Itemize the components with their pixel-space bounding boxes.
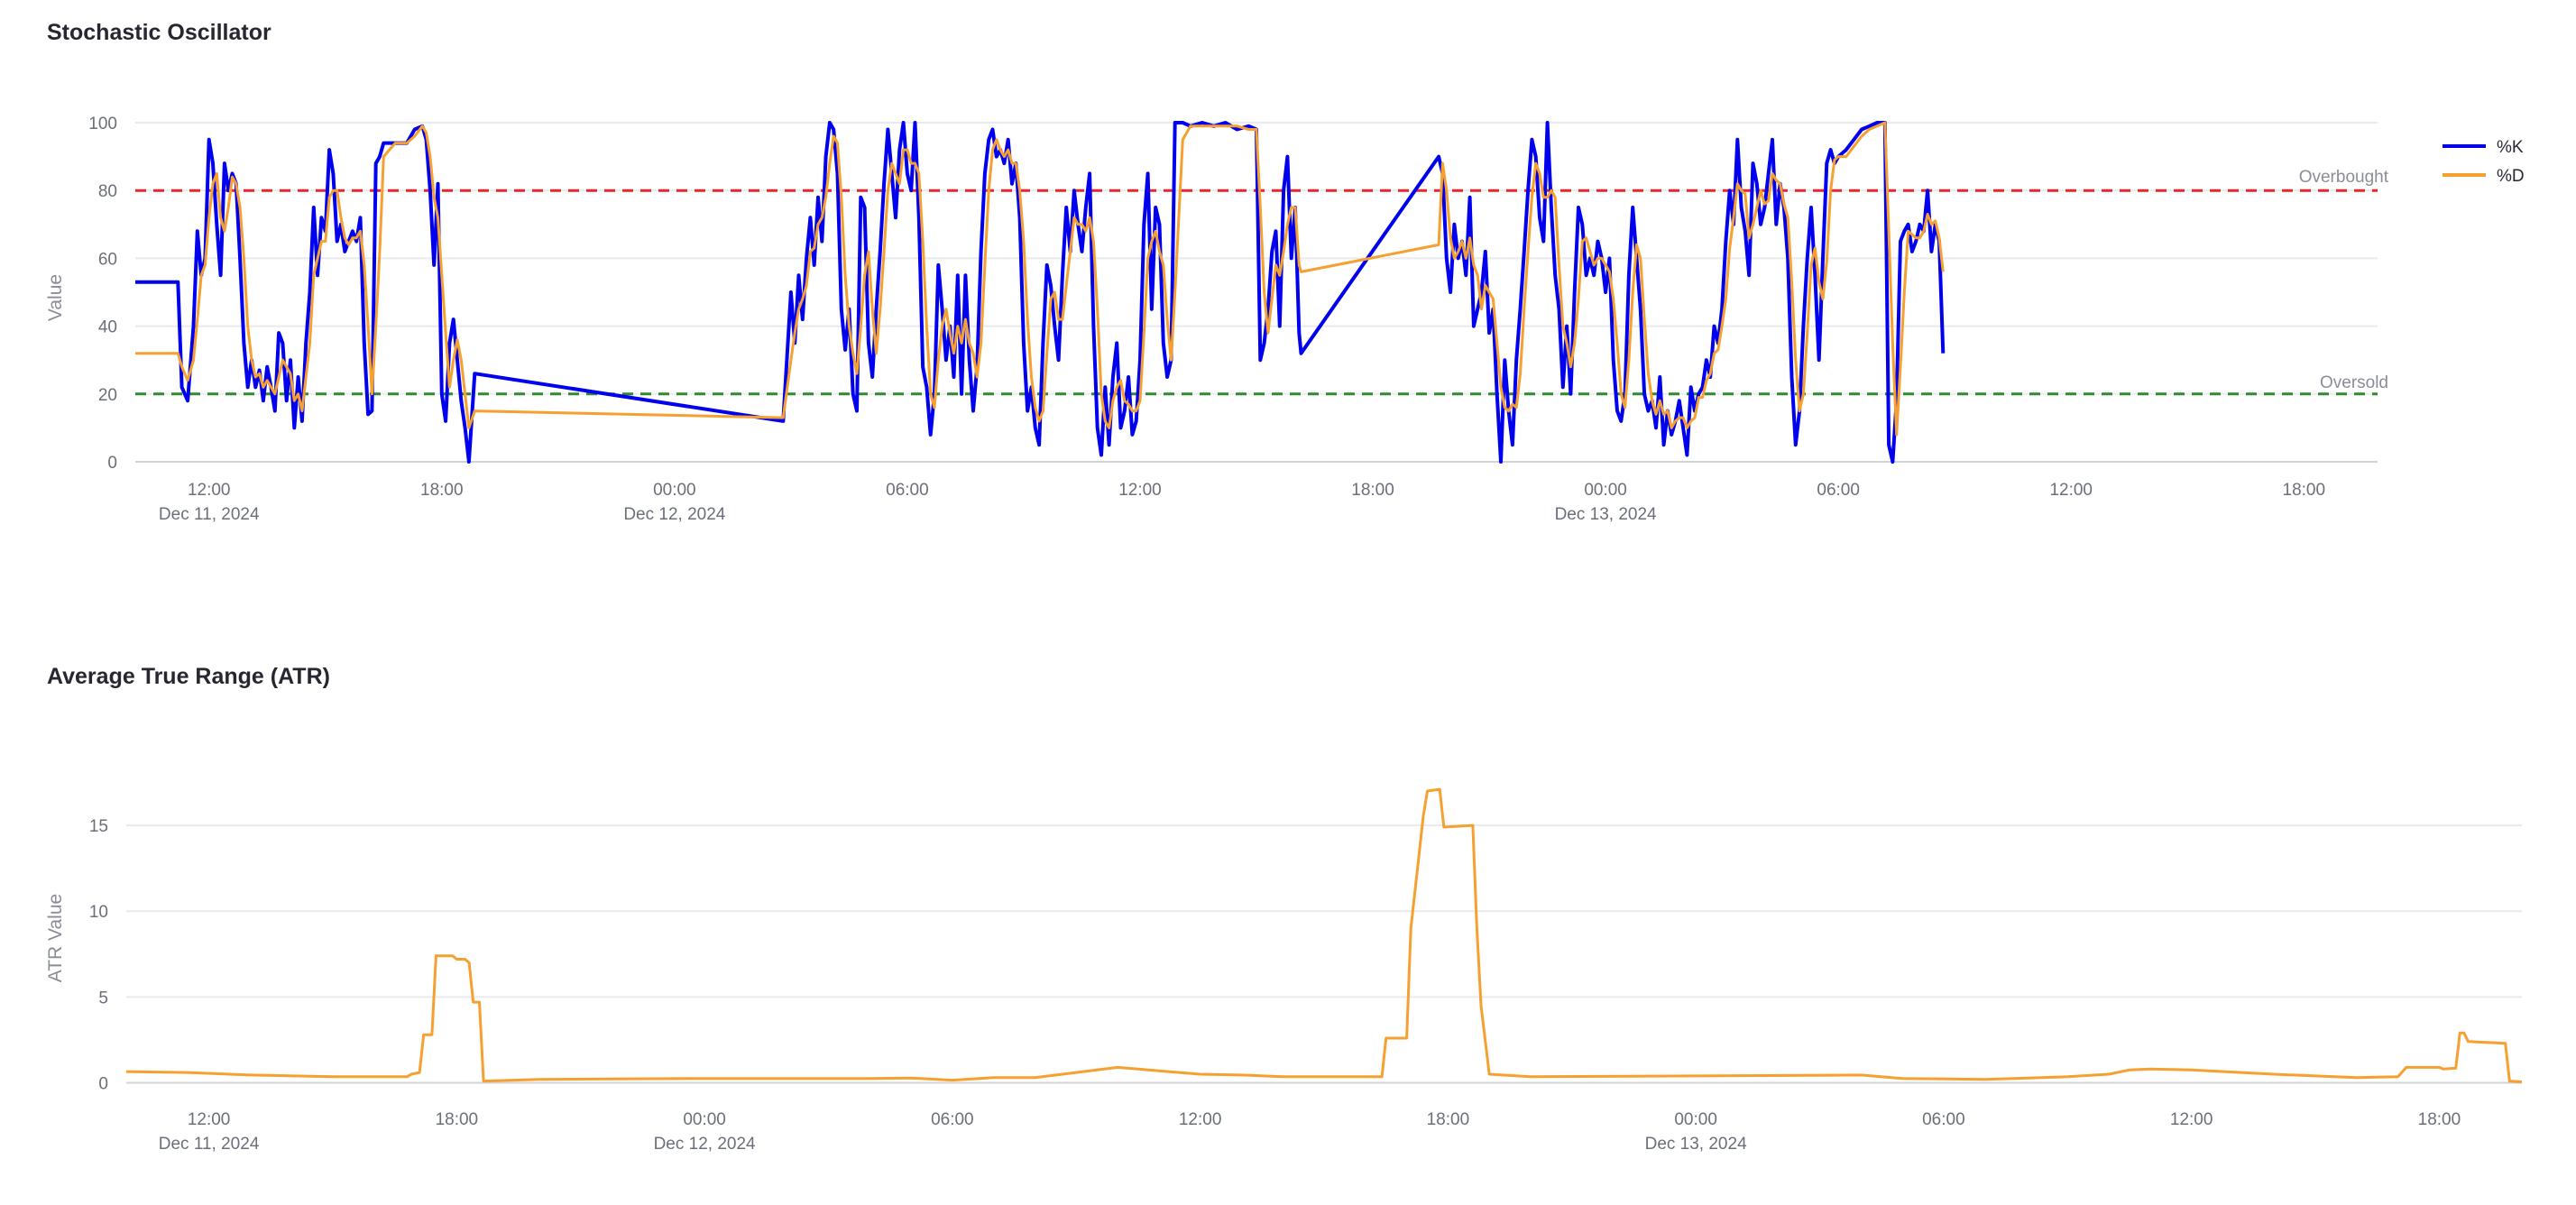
series-line-atr (125, 787, 2523, 1083)
y-tick-label: 0 (98, 1074, 108, 1093)
legend-d-label: %D (2497, 167, 2525, 186)
x-tick-label: 00:00 (683, 1110, 726, 1129)
x-tick-label: 06:00 (931, 1110, 974, 1129)
x-tick-label: 18:00 (420, 481, 464, 500)
x-tick-date-label: Dec 12, 2024 (654, 1135, 756, 1154)
y-tick-label: 10 (89, 903, 108, 922)
oversold-label: Oversold (2320, 373, 2388, 392)
series-line-pct-k (135, 121, 1946, 464)
x-tick-label: 06:00 (886, 481, 929, 500)
y-tick-label: 20 (98, 386, 117, 405)
x-tick-date-label: Dec 11, 2024 (159, 1135, 260, 1154)
legend-k-label: %K (2497, 138, 2524, 157)
x-tick-label: 12:00 (1179, 1110, 1222, 1129)
stochastic-y-axis-title: Value (45, 274, 66, 321)
x-tick-date-label: Dec 13, 2024 (1555, 505, 1657, 524)
x-tick-label: 18:00 (1427, 1110, 1470, 1129)
x-tick-date-label: Dec 13, 2024 (1645, 1135, 1747, 1154)
y-tick-label: 5 (98, 989, 108, 1007)
atr-chart: 0 5 10 15 12:00 Dec 11, 2024 18:00 00:00 Dec 12… (45, 787, 2523, 1154)
x-tick-label: 06:00 (1817, 481, 1860, 500)
x-tick-label: 18:00 (436, 1110, 479, 1129)
stochastic-chart-title: Stochastic Oscillator (47, 20, 271, 45)
x-tick-label: 12:00 (188, 1110, 231, 1129)
stochastic-chart: 0 20 40 60 80 100 12:00 Dec 11, 2024 18:00 00:00… (45, 115, 2525, 524)
atr-chart-title: Average True Range (ATR) (47, 664, 330, 689)
atr-y-axis-title: ATR Value (45, 894, 66, 982)
x-tick-label: 00:00 (653, 481, 696, 500)
x-tick-label: 18:00 (1351, 481, 1394, 500)
x-tick-label: 12:00 (1118, 481, 1162, 500)
x-tick-label: 00:00 (1674, 1110, 1717, 1129)
x-tick-label: 12:00 (2170, 1110, 2213, 1129)
y-tick-label: 40 (98, 318, 117, 337)
y-tick-label: 15 (89, 817, 108, 836)
y-tick-label: 0 (107, 454, 117, 473)
x-tick-label: 18:00 (2418, 1110, 2461, 1129)
x-tick-label: 06:00 (1922, 1110, 1965, 1129)
y-tick-label: 80 (98, 182, 117, 201)
overbought-label: Overbought (2299, 168, 2389, 187)
x-tick-date-label: Dec 12, 2024 (623, 505, 725, 524)
x-tick-date-label: Dec 11, 2024 (159, 505, 260, 524)
series-line-pct-d (135, 121, 1945, 437)
x-tick-label: 00:00 (1584, 481, 1627, 500)
x-tick-label: 18:00 (2283, 481, 2326, 500)
x-tick-label: 12:00 (188, 481, 231, 500)
y-tick-label: 60 (98, 250, 117, 269)
y-tick-label: 100 (88, 115, 117, 133)
x-tick-label: 12:00 (2049, 481, 2093, 500)
legend: %K %D (2443, 138, 2525, 186)
